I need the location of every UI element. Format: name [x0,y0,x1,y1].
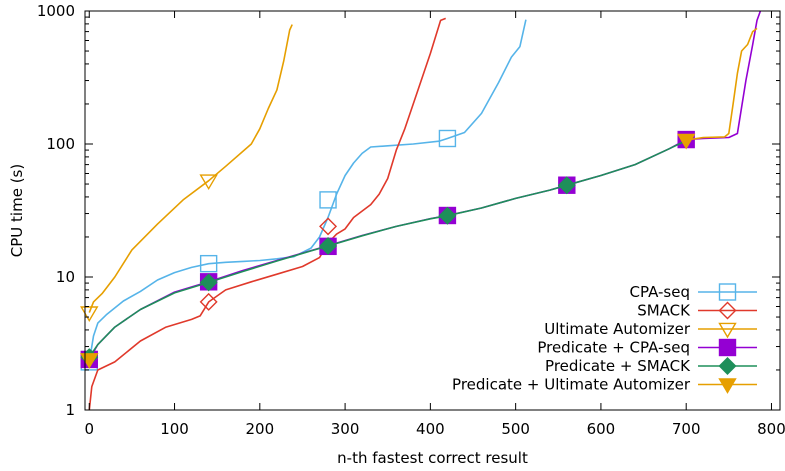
series-line-predicate-smack [88,139,687,358]
point-smack [319,217,338,236]
legend-marker [718,338,737,357]
point-smack [199,292,218,311]
legend-marker [718,283,737,301]
y-tick-label: 1000 [37,2,75,20]
point-predicate-smack [438,206,457,225]
legend-label: Predicate + SMACK [545,357,691,375]
plot-frame [84,10,781,411]
legend-label: Predicate + CPA-seq [537,339,690,357]
point-predicate-smack [557,176,576,195]
legend-entry-ultimate-automizer: Ultimate Automizer [544,320,757,339]
legend-entry-smack: SMACK [637,302,757,320]
series-line-ultimate-automizer [88,24,293,313]
series-line-predicate-ultimate-automizer [686,27,758,141]
y-tick-label: 100 [46,135,75,153]
legend-label: CPA-seq [630,283,690,301]
series-ultimate-automizer [80,24,293,322]
legend-entry-cpa-seq: CPA-seq [630,283,757,301]
legend-marker [718,322,737,339]
point-predicate-smack [319,237,338,256]
point-cpa-seq [438,129,457,148]
x-tick-label: 200 [245,420,274,438]
point-ultimate-automizer [199,174,218,191]
point-cpa-seq [199,254,218,273]
legend-marker [718,301,737,320]
x-tick-label: 700 [672,420,701,438]
legend-marker [718,357,737,375]
point-cpa-seq [319,191,337,209]
series-smack [88,17,446,411]
legend-label: Predicate + Ultimate Automizer [452,376,691,394]
x-tick-label: 300 [331,420,360,438]
y-tick-label: 10 [56,268,75,286]
point-predicate-ultimate-automizer [676,133,696,150]
ticks-layer: 0 100 200 300 400 500 600 700 800 1 10 100 1000 [37,2,785,438]
y-tick-label: 1 [65,401,75,419]
point-ultimate-automizer [80,306,99,322]
legend-entry-predicate-ultimate-automizer: Predicate + Ultimate Automizer [452,376,757,394]
series-line-smack [88,17,446,411]
x-tick-label: 400 [416,420,445,438]
x-tick-label: 800 [757,420,785,438]
series-line-cpa-seq [88,19,527,363]
legend-label: Ultimate Automizer [544,320,691,338]
y-axis-title: CPU time (s) [8,164,26,257]
point-predicate-smack [199,273,218,292]
legend-entry-predicate-cpa-seq: Predicate + CPA-seq [537,339,757,357]
legend-entry-predicate-smack: Predicate + SMACK [545,357,757,375]
x-axis-title: n-th fastest correct result [337,449,528,467]
x-tick-label: 500 [501,420,530,438]
x-tick-label: 600 [587,420,616,438]
x-tick-label: 100 [160,420,189,438]
legend-label: SMACK [637,302,691,320]
series-cpa-seq [80,19,527,371]
legend-marker [718,378,737,394]
x-tick-label: 0 [84,420,94,438]
